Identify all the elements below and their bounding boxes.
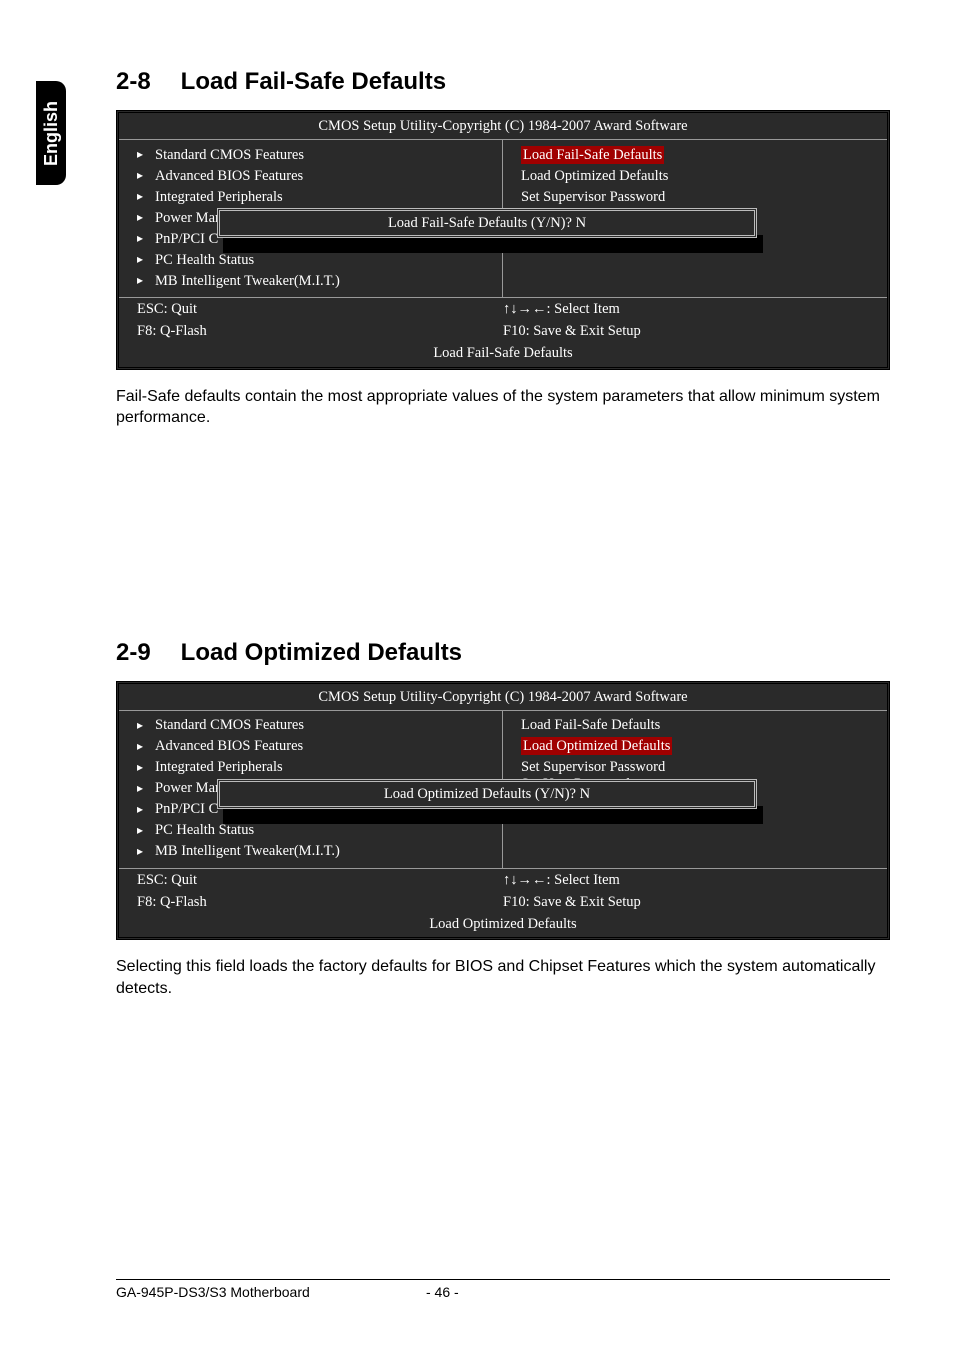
bios-1-menu: ▸Standard CMOS Features ▸Advanced BIOS F… [119,139,887,298]
menu-item-label: Set Supervisor Password [521,188,665,206]
menu-item: ▸MB Intelligent Tweaker(M.I.T.) [137,841,484,862]
bios-2-menu: ▸Standard CMOS Features ▸Advanced BIOS F… [119,710,887,869]
menu-item-label: Integrated Peripherals [155,188,283,206]
menu-item-label: MB Intelligent Tweaker(M.I.T.) [155,842,340,860]
menu-item-label: Load Optimized Defaults [521,167,668,185]
bios-screenshot-1: CMOS Setup Utility-Copyright (C) 1984-20… [116,110,890,370]
menu-item-label: Standard CMOS Features [155,146,304,164]
menu-item: Load Fail-Safe Defaults [521,715,869,736]
menu-item: Load Optimized Defaults [521,736,869,757]
menu-item: ▸Standard CMOS Features [137,715,484,736]
chevron-right-icon: ▸ [137,739,155,754]
footer-page-number: - 46 - [426,1284,459,1300]
bios-1-dialog: Load Fail-Safe Defaults (Y/N)? N [217,208,757,238]
bios-2-footer-keys-2: F8: Q-Flash F10: Save & Exit Setup [119,891,887,913]
chevron-right-icon: ▸ [137,231,155,246]
menu-item: ▸Advanced BIOS Features [137,165,484,186]
bios-1-title: CMOS Setup Utility-Copyright (C) 1984-20… [119,113,887,139]
chevron-right-icon: ▸ [137,823,155,838]
bios-1-footer-keys: ESC: Quit ↑↓→←: Select Item [119,298,887,320]
foot-f8: F8: Q-Flash [137,322,503,340]
bios-2-footer-keys: ESC: Quit ↑↓→←: Select Item [119,869,887,891]
section-1-body: Fail-Safe defaults contain the most appr… [116,386,890,429]
section-1-num: 2-8 [116,68,174,96]
chevron-right-icon: ▸ [137,802,155,817]
chevron-right-icon: ▸ [137,760,155,775]
bios-2-footer-hint: Load Optimized Defaults [119,913,887,937]
menu-item: Set Supervisor Password [521,757,869,778]
chevron-right-icon: ▸ [137,781,155,796]
menu-item-label: Advanced BIOS Features [155,167,303,185]
section-1-heading: 2-8 Load Fail-Safe Defaults [116,68,890,96]
menu-item-label: PC Health Status [155,821,254,839]
menu-item: Set Supervisor Password [521,186,869,207]
menu-item: ▸MB Intelligent Tweaker(M.I.T.) [137,270,484,291]
menu-item-label: Set Supervisor Password [521,758,665,776]
menu-item: Load Fail-Safe Defaults [521,144,869,165]
foot-f10: F10: Save & Exit Setup [503,322,869,340]
chevron-right-icon: ▸ [137,147,155,162]
section-2-num: 2-9 [116,639,174,667]
section-2-body: Selecting this field loads the factory d… [116,956,890,999]
menu-item: ▸Advanced BIOS Features [137,736,484,757]
foot-esc: ESC: Quit [137,300,503,318]
foot-select: ↑↓→←: Select Item [503,300,869,318]
chevron-right-icon: ▸ [137,252,155,267]
foot-esc: ESC: Quit [137,871,503,889]
foot-f8: F8: Q-Flash [137,893,503,911]
menu-item-label-highlighted: Load Fail-Safe Defaults [521,146,664,164]
foot-f10: F10: Save & Exit Setup [503,893,869,911]
menu-item-label: Integrated Peripherals [155,758,283,776]
language-tab-label: English [41,100,62,165]
menu-item-label: Advanced BIOS Features [155,737,303,755]
foot-select: ↑↓→←: Select Item [503,871,869,889]
chevron-right-icon: ▸ [137,210,155,225]
menu-item-label: Power Man [155,209,222,227]
menu-item-label: PnP/PCI C [155,230,218,248]
menu-item: ▸Integrated Peripherals [137,186,484,207]
menu-item-label: Load Fail-Safe Defaults [521,716,660,734]
menu-item-label: PnP/PCI C [155,800,218,818]
menu-item [521,254,869,275]
menu-item: ▸Standard CMOS Features [137,144,484,165]
bios-2-title: CMOS Setup Utility-Copyright (C) 1984-20… [119,684,887,710]
menu-item-label: MB Intelligent Tweaker(M.I.T.) [155,272,340,290]
page-footer: GA-945P-DS3/S3 Motherboard - 46 - [116,1279,890,1300]
menu-item: Load Optimized Defaults [521,165,869,186]
bios-1-footer-keys-2: F8: Q-Flash F10: Save & Exit Setup [119,320,887,342]
dialog-text: Load Fail-Safe Defaults (Y/N)? N [388,215,586,231]
chevron-right-icon: ▸ [137,718,155,733]
menu-item [521,825,869,846]
menu-item-label: Standard CMOS Features [155,716,304,734]
language-tab: English [36,81,66,185]
chevron-right-icon: ▸ [137,168,155,183]
menu-item-label-highlighted: Load Optimized Defaults [521,737,672,755]
menu-item-label: Power Man [155,779,222,797]
footer-product: GA-945P-DS3/S3 Motherboard [116,1284,426,1300]
bios-2-dialog: Load Optimized Defaults (Y/N)? N [217,779,757,809]
section-2-title: Load Optimized Defaults [181,639,462,666]
menu-item-label: PC Health Status [155,251,254,269]
section-2-heading: 2-9 Load Optimized Defaults [116,639,890,667]
chevron-right-icon: ▸ [137,273,155,288]
chevron-right-icon: ▸ [137,844,155,859]
dialog-text: Load Optimized Defaults (Y/N)? N [384,786,590,802]
bios-screenshot-2: CMOS Setup Utility-Copyright (C) 1984-20… [116,681,890,941]
section-1-title: Load Fail-Safe Defaults [181,68,446,95]
chevron-right-icon: ▸ [137,189,155,204]
bios-1-footer-hint: Load Fail-Safe Defaults [119,342,887,366]
menu-item: ▸Integrated Peripherals [137,757,484,778]
